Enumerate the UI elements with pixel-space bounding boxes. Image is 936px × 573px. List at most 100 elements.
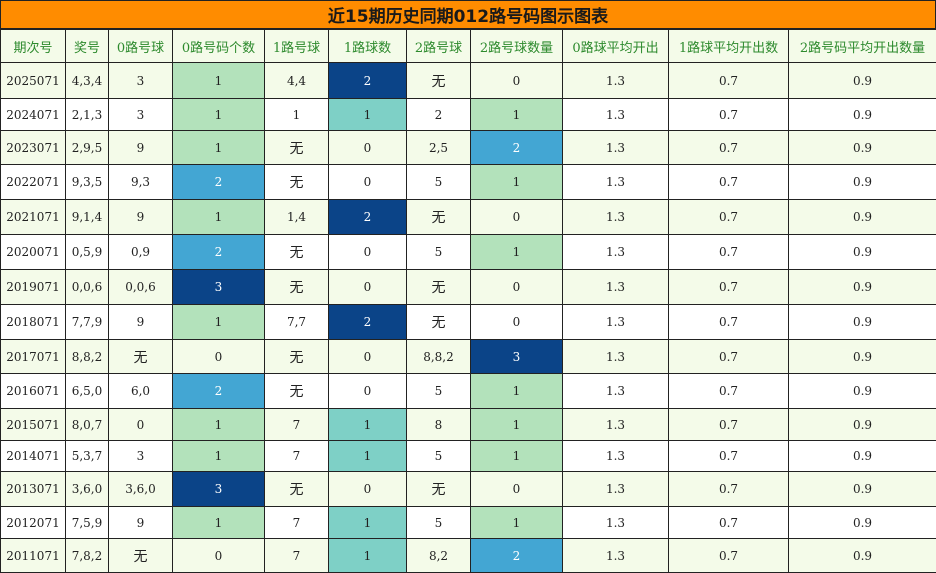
cell-route1-count: 1: [328, 408, 407, 441]
cell-route1-count: 1: [328, 98, 407, 131]
cell-route1-count: 1: [328, 538, 407, 573]
cell-period: 2016071: [0, 373, 66, 409]
cell-route1-count: 1: [328, 440, 407, 472]
header-route1-count: 1路球数: [328, 29, 407, 63]
cell-route2-average: 0.9: [788, 62, 936, 99]
cell-winning-number: 2,1,3: [65, 98, 109, 131]
cell-route1-balls: 无: [264, 373, 329, 409]
cell-route1-balls: 7: [264, 506, 329, 539]
cell-route2-balls: 无: [406, 471, 471, 507]
cell-winning-number: 0,5,9: [65, 234, 109, 270]
cell-route1-balls: 7: [264, 408, 329, 441]
cell-route2-balls: 无: [406, 304, 471, 340]
cell-route0-balls: 9: [108, 304, 173, 340]
cell-route2-balls: 5: [406, 234, 471, 270]
cell-route2-count: 0: [470, 62, 563, 99]
cell-route2-count: 1: [470, 164, 563, 200]
cell-period: 2014071: [0, 440, 66, 472]
cell-route1-count: 2: [328, 199, 407, 235]
cell-route0-average: 1.3: [562, 339, 669, 374]
table-row: 2017071 8,8,2 无 0 无 0 8,8,2 3 1.3 0.7 0.9: [0, 339, 936, 374]
table-row: 2014071 5,3,7 3 1 7 1 5 1 1.3 0.7 0.9: [0, 440, 936, 472]
cell-route2-balls: 5: [406, 373, 471, 409]
cell-route2-average: 0.9: [788, 130, 936, 165]
cell-route1-count: 0: [328, 471, 407, 507]
cell-route2-average: 0.9: [788, 506, 936, 539]
cell-route2-balls: 无: [406, 269, 471, 305]
cell-route0-count: 1: [172, 62, 265, 99]
cell-route0-count: 1: [172, 440, 265, 472]
cell-route0-count: 2: [172, 373, 265, 409]
cell-route1-balls: 无: [264, 234, 329, 270]
cell-route0-average: 1.3: [562, 408, 669, 441]
cell-route1-count: 2: [328, 304, 407, 340]
cell-route0-balls: 3,6,0: [108, 471, 173, 507]
cell-route0-count: 2: [172, 234, 265, 270]
cell-period: 2015071: [0, 408, 66, 441]
cell-route2-count: 0: [470, 304, 563, 340]
cell-route0-count: 1: [172, 130, 265, 165]
cell-period: 2024071: [0, 98, 66, 131]
header-route2-average: 2路号码平均开出数量: [788, 29, 936, 63]
cell-period: 2012071: [0, 506, 66, 539]
cell-route1-average: 0.7: [668, 408, 789, 441]
cell-route0-count: 1: [172, 199, 265, 235]
cell-route2-count: 1: [470, 506, 563, 539]
cell-route0-average: 1.3: [562, 471, 669, 507]
cell-route1-balls: 无: [264, 164, 329, 200]
cell-route0-balls: 9,3: [108, 164, 173, 200]
cell-route2-count: 0: [470, 471, 563, 507]
cell-winning-number: 5,3,7: [65, 440, 109, 472]
header-route2-balls: 2路号球: [406, 29, 471, 63]
cell-winning-number: 7,8,2: [65, 538, 109, 573]
cell-route2-average: 0.9: [788, 339, 936, 374]
cell-period: 2023071: [0, 130, 66, 165]
cell-route0-balls: 9: [108, 506, 173, 539]
cell-route1-balls: 7,7: [264, 304, 329, 340]
cell-route2-balls: 2,5: [406, 130, 471, 165]
header-route1-average: 1路球平均开出数: [668, 29, 789, 63]
cell-route2-average: 0.9: [788, 199, 936, 235]
cell-winning-number: 7,5,9: [65, 506, 109, 539]
cell-route0-average: 1.3: [562, 269, 669, 305]
cell-route0-balls: 3: [108, 98, 173, 131]
cell-route1-average: 0.7: [668, 304, 789, 340]
table-row: 2016071 6,5,0 6,0 2 无 0 5 1 1.3 0.7 0.9: [0, 373, 936, 409]
cell-route2-count: 2: [470, 130, 563, 165]
cell-route1-count: 2: [328, 62, 407, 99]
cell-route0-average: 1.3: [562, 304, 669, 340]
table-row: 2012071 7,5,9 9 1 7 1 5 1 1.3 0.7 0.9: [0, 506, 936, 539]
header-route2-count: 2路号球数量: [470, 29, 563, 63]
cell-period: 2018071: [0, 304, 66, 340]
cell-route0-balls: 0: [108, 408, 173, 441]
cell-route0-average: 1.3: [562, 538, 669, 573]
cell-route1-count: 0: [328, 234, 407, 270]
cell-route2-count: 0: [470, 199, 563, 235]
cell-route0-balls: 0,9: [108, 234, 173, 270]
cell-route0-count: 1: [172, 506, 265, 539]
cell-route0-average: 1.3: [562, 234, 669, 270]
cell-route1-balls: 1,4: [264, 199, 329, 235]
cell-route0-balls: 无: [108, 538, 173, 573]
cell-route2-count: 1: [470, 98, 563, 131]
cell-route1-average: 0.7: [668, 373, 789, 409]
cell-route0-count: 3: [172, 269, 265, 305]
table-row: 2023071 2,9,5 9 1 无 0 2,5 2 1.3 0.7 0.9: [0, 130, 936, 165]
table-row: 2011071 7,8,2 无 0 7 1 8,2 2 1.3 0.7 0.9: [0, 538, 936, 573]
cell-route1-count: 0: [328, 130, 407, 165]
cell-route2-average: 0.9: [788, 304, 936, 340]
cell-route0-balls: 3: [108, 62, 173, 99]
cell-route2-count: 2: [470, 538, 563, 573]
cell-route2-balls: 5: [406, 440, 471, 472]
cell-route2-balls: 8,8,2: [406, 339, 471, 374]
cell-winning-number: 7,7,9: [65, 304, 109, 340]
cell-route1-balls: 7: [264, 538, 329, 573]
cell-route0-average: 1.3: [562, 98, 669, 131]
cell-route1-balls: 无: [264, 339, 329, 374]
cell-route2-balls: 无: [406, 62, 471, 99]
cell-route2-average: 0.9: [788, 373, 936, 409]
cell-route1-average: 0.7: [668, 506, 789, 539]
cell-route2-average: 0.9: [788, 269, 936, 305]
header-period: 期次号: [0, 29, 66, 63]
table-row: 2015071 8,0,7 0 1 7 1 8 1 1.3 0.7 0.9: [0, 408, 936, 441]
